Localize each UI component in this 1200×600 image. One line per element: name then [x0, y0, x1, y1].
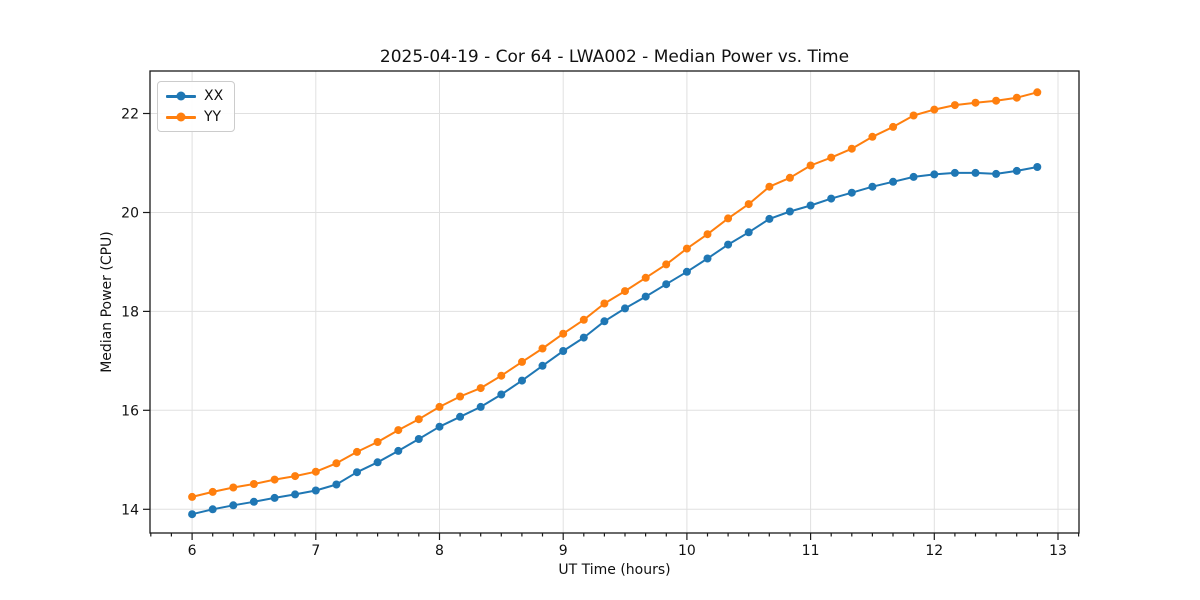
y-tick-labels: 14 16 18 20 22	[121, 107, 139, 519]
svg-text:8: 8	[435, 543, 444, 559]
svg-text:14: 14	[121, 502, 139, 518]
series-yy-swatch-icon	[166, 112, 196, 122]
axis-ticks	[143, 112, 1080, 540]
series-xx-line	[191, 166, 1038, 516]
x-tick-labels: 6 7 8 9 10 11 12 13	[188, 543, 1067, 559]
series-xx-markers	[188, 163, 1042, 519]
series-yy-markers	[188, 88, 1042, 501]
svg-text:22: 22	[121, 107, 139, 123]
legend: XX YY	[157, 81, 236, 132]
svg-text:13: 13	[1049, 543, 1067, 559]
series-xx-swatch-icon	[166, 91, 196, 101]
x-axis-label: UT Time (hours)	[558, 562, 671, 578]
svg-text:18: 18	[121, 304, 139, 320]
svg-text:12: 12	[925, 543, 943, 559]
svg-text:20: 20	[121, 206, 139, 222]
svg-text:7: 7	[311, 543, 320, 559]
chart-title: 2025-04-19 - Cor 64 - LWA002 - Median Po…	[379, 47, 850, 67]
svg-text:16: 16	[121, 403, 139, 419]
plot-border	[149, 70, 1080, 534]
svg-text:11: 11	[802, 543, 820, 559]
series-yy-line	[191, 91, 1038, 498]
svg-text:10: 10	[678, 543, 696, 559]
svg-text:6: 6	[188, 543, 197, 559]
legend-label-yy: YY	[204, 109, 222, 125]
grid	[150, 71, 1079, 533]
legend-item-yy: YY	[166, 108, 223, 126]
svg-text:9: 9	[559, 543, 568, 559]
legend-label-xx: XX	[204, 88, 224, 104]
legend-item-xx: XX	[166, 87, 223, 105]
